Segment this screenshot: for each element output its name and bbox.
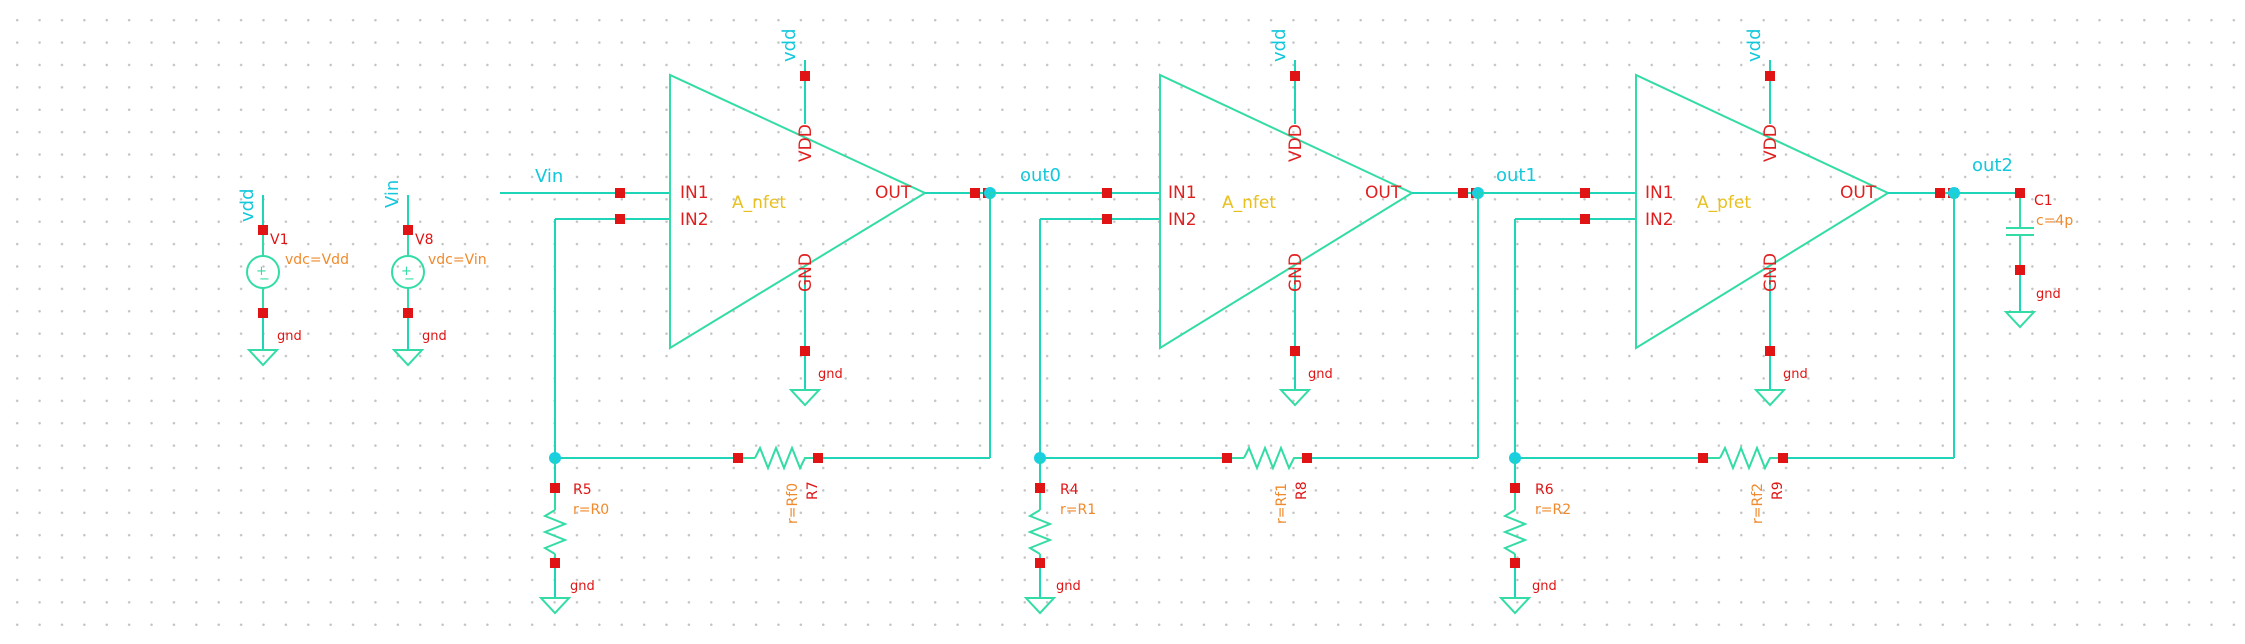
c1-param: c=4p <box>2036 213 2073 229</box>
svg-text:+: + <box>401 264 412 279</box>
r9-param: r=Rf2 <box>1750 483 1766 524</box>
stage-3-output-net: out2 <box>1972 155 2013 176</box>
stage-3[interactable]: IN1 IN2 A_pfet OUT VDD GND vdd gnd out2 <box>1478 28 2020 464</box>
c1-gnd-label: gnd <box>2036 287 2061 302</box>
stage-1-vdd-net: vdd <box>779 28 800 62</box>
stage-3-gnd-net: gnd <box>1783 367 1808 382</box>
r8-name: R8 <box>1294 481 1310 500</box>
v1-net-label: vdd <box>237 188 258 222</box>
stage-3-cell: A_pfet <box>1697 193 1751 213</box>
stage-1-in1: IN1 <box>680 183 709 203</box>
stage-2[interactable]: IN1 IN2 A_nfet OUT VDD GND vdd gnd out1 <box>990 28 1537 464</box>
stage-2-in2: IN2 <box>1168 210 1197 230</box>
r6-name: R6 <box>1535 482 1554 498</box>
stage-2-out-pin: OUT <box>1365 183 1402 203</box>
stage-1-output-net: out0 <box>1020 165 1061 186</box>
r5-name: R5 <box>573 482 592 498</box>
stage-2-gnd-pin: GND <box>1286 253 1306 292</box>
r6-gnd-label: gnd <box>1532 579 1557 594</box>
stage-3-in2: IN2 <box>1645 210 1674 230</box>
stage-3-out-pin: OUT <box>1840 183 1877 203</box>
stage-2-cell: A_nfet <box>1222 193 1276 213</box>
stage-1-cell: A_nfet <box>732 193 786 213</box>
resistor-r6[interactable]: R6 r=R2 gnd <box>1498 458 1571 615</box>
stage-1-gnd-pin: GND <box>796 253 816 292</box>
r4-name: R4 <box>1060 482 1079 498</box>
v8-name: V8 <box>415 232 433 248</box>
v1-param: vdc=Vdd <box>285 252 349 268</box>
stage-2-amplifier-symbol <box>1159 73 1415 350</box>
stage-1-gnd-net: gnd <box>818 367 843 382</box>
stage-3-vdd-net: vdd <box>1744 28 1765 62</box>
v1-gnd-label: gnd <box>277 329 302 344</box>
v8-param: vdc=Vin <box>428 252 487 268</box>
r6-param: r=R2 <box>1535 502 1571 518</box>
stage-1-input-net: Vin <box>535 166 563 187</box>
resistor-r4[interactable]: R4 r=R1 gnd <box>1023 458 1096 615</box>
r7-name: R7 <box>805 481 821 500</box>
resistor-r5[interactable]: R5 r=R0 gnd <box>538 458 609 615</box>
stage-3-amplifier-symbol <box>1635 73 1891 350</box>
stage-3-in1: IN1 <box>1645 183 1674 203</box>
resistor-r8[interactable]: r=Rf1 R8 <box>1222 445 1312 524</box>
stage-3-vdd-pin: VDD <box>1761 124 1781 162</box>
r8-param: r=Rf1 <box>1274 483 1290 524</box>
stage-1-amplifier-symbol <box>669 73 928 350</box>
svg-text:+: + <box>256 264 267 279</box>
svg-text:−: − <box>259 272 270 287</box>
stage-1-in2: IN2 <box>680 210 709 230</box>
c1-name: C1 <box>2034 193 2053 209</box>
r5-param: r=R0 <box>573 502 609 518</box>
capacitor-c1[interactable]: C1 c=4p gnd <box>2003 188 2073 329</box>
v8-net-label: Vin <box>382 180 403 208</box>
v1-name: V1 <box>270 232 288 248</box>
resistor-r9[interactable]: r=Rf2 R9 <box>1698 445 1788 524</box>
r9-name: R9 <box>1770 481 1786 500</box>
stage-1-out-pin: OUT <box>875 183 912 203</box>
r4-param: r=R1 <box>1060 502 1096 518</box>
stage-1[interactable]: Vin IN1 IN2 A_nfet OUT VDD GND vdd gnd o… <box>500 28 1061 464</box>
stage-2-in1: IN1 <box>1168 183 1197 203</box>
r7-param: r=Rf0 <box>785 483 801 524</box>
resistor-r7[interactable]: r=Rf0 R7 <box>733 445 823 524</box>
stage-2-vdd-pin: VDD <box>1286 124 1306 162</box>
stage-1-vdd-pin: VDD <box>796 124 816 162</box>
r5-gnd-label: gnd <box>570 579 595 594</box>
source-v1[interactable]: + − vdd V1 vdc=Vdd gnd <box>237 188 349 367</box>
stage-2-gnd-net: gnd <box>1308 367 1333 382</box>
stage-3-gnd-pin: GND <box>1761 253 1781 292</box>
source-v8[interactable]: + − Vin V8 vdc=Vin gnd <box>382 180 487 367</box>
svg-text:−: − <box>404 272 415 287</box>
stage-2-output-net: out1 <box>1496 165 1537 186</box>
stage-2-vdd-net: vdd <box>1269 28 1290 62</box>
r4-gnd-label: gnd <box>1056 579 1081 594</box>
v8-gnd-label: gnd <box>422 329 447 344</box>
